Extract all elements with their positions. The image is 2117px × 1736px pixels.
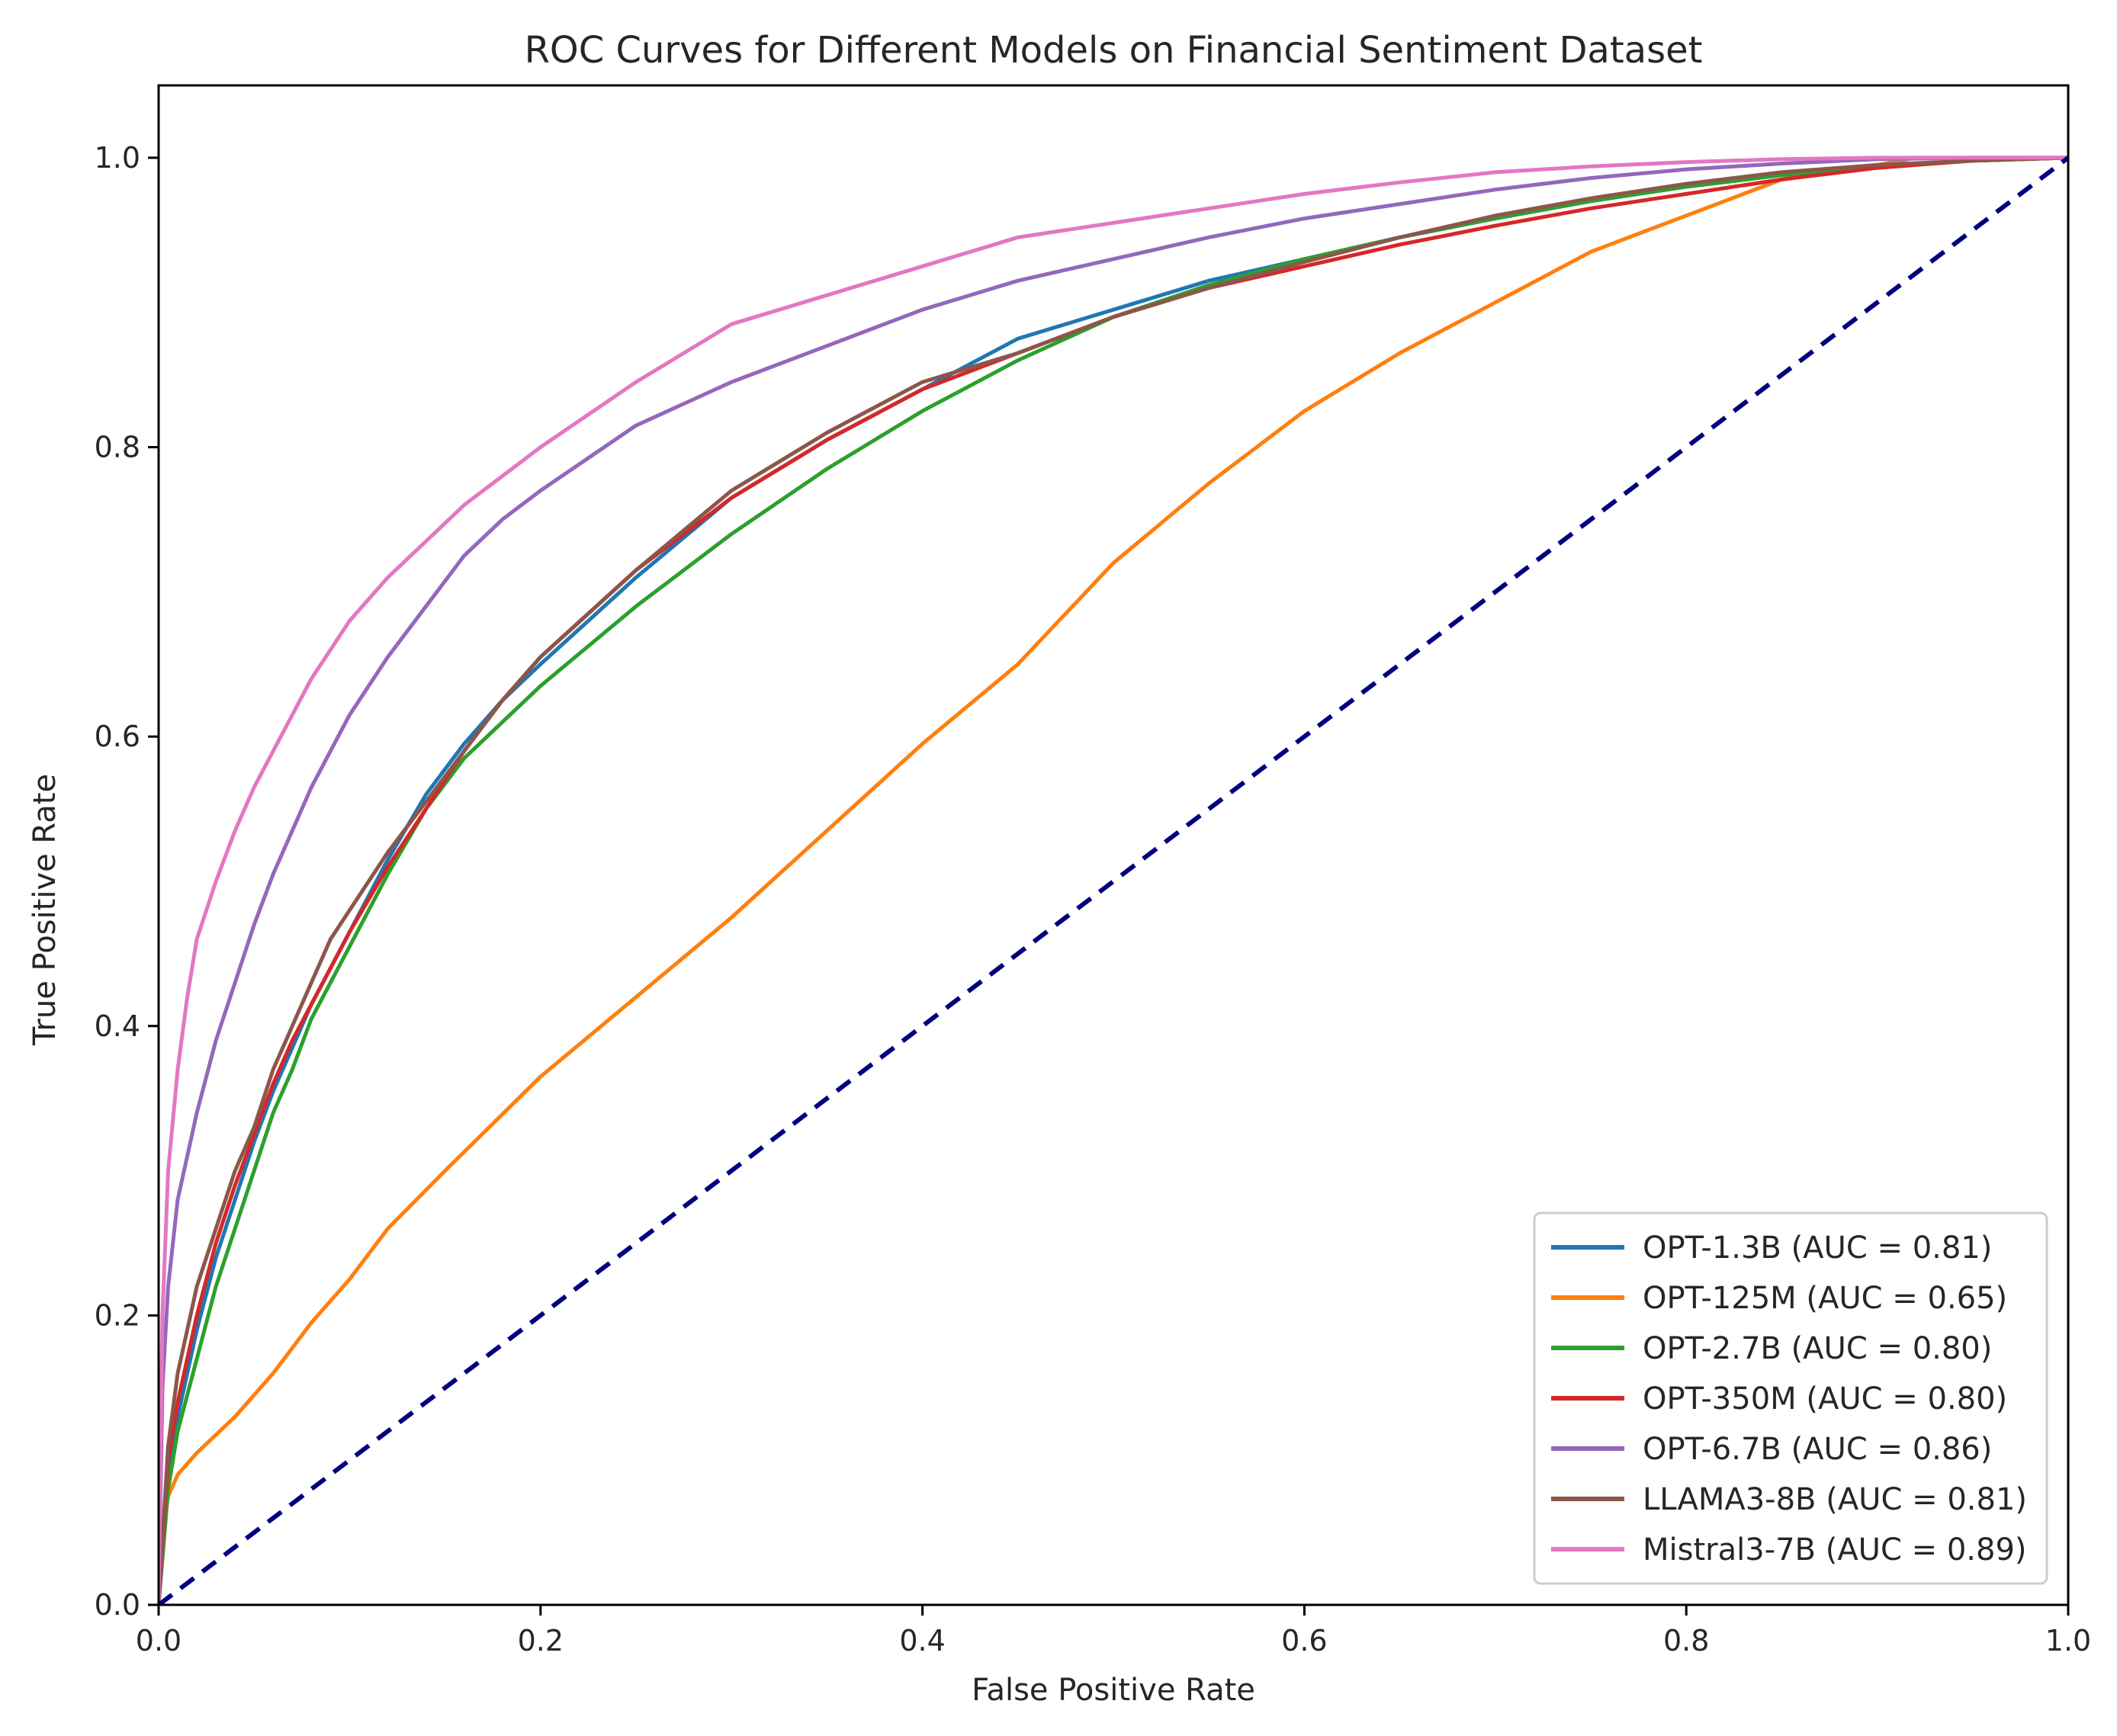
roc-curve-4 <box>159 156 2068 1605</box>
roc-curve-1 <box>159 156 2068 1605</box>
curves-group <box>159 156 2068 1605</box>
x-tick-label-2: 0.4 <box>899 1624 945 1657</box>
chart-title: ROC Curves for Different Models on Finan… <box>525 29 1703 72</box>
y-tick-label-2: 0.4 <box>95 1009 140 1043</box>
y-tick-label-4: 0.8 <box>95 431 140 464</box>
y-tick-label-3: 0.6 <box>95 720 140 753</box>
x-axis-label: False Positive Rate <box>972 1673 1255 1708</box>
plot-area: 0.0 0.2 0.4 0.6 0.8 1.0 0.0 0.2 0.4 0.6 0.8 1.0 OPT-… <box>95 84 2091 1657</box>
x-tick-label-3: 0.6 <box>1281 1624 1327 1657</box>
x-tick-label-0: 0.0 <box>136 1624 182 1657</box>
legend-box <box>1533 1211 2048 1585</box>
y-tick-label-1: 0.2 <box>95 1298 140 1332</box>
legend-label-5: LLAMA3-8B (AUC = 0.81) <box>1643 1482 2027 1517</box>
roc-curve-5 <box>159 156 2068 1605</box>
legend-label-0: OPT-1.3B (AUC = 0.81) <box>1643 1231 1992 1266</box>
y-tick-label-5: 1.0 <box>95 141 140 175</box>
x-tick-label-5: 1.0 <box>2045 1624 2091 1657</box>
chance-reference-line <box>159 156 2068 1605</box>
roc-curve-2 <box>159 156 2068 1605</box>
roc-curve-6 <box>159 156 2068 1605</box>
x-tick-label-1: 0.2 <box>518 1624 564 1657</box>
legend-label-1: OPT-125M (AUC = 0.65) <box>1643 1281 2007 1316</box>
legend-label-4: OPT-6.7B (AUC = 0.86) <box>1643 1432 1992 1467</box>
legend-label-6: Mistral3-7B (AUC = 0.89) <box>1643 1532 2027 1568</box>
y-axis-label: True Positive Rate <box>27 774 63 1046</box>
legend: OPT-1.3B (AUC = 0.81) OPT-125M (AUC = 0.6… <box>1533 1211 2048 1585</box>
legend-label-3: OPT-350M (AUC = 0.80) <box>1643 1381 2007 1417</box>
x-tick-label-4: 0.8 <box>1663 1624 1709 1657</box>
axes-frame <box>157 84 2070 1606</box>
y-tick-label-0: 0.0 <box>95 1588 140 1622</box>
legend-label-2: OPT-2.7B (AUC = 0.80) <box>1643 1331 1992 1366</box>
